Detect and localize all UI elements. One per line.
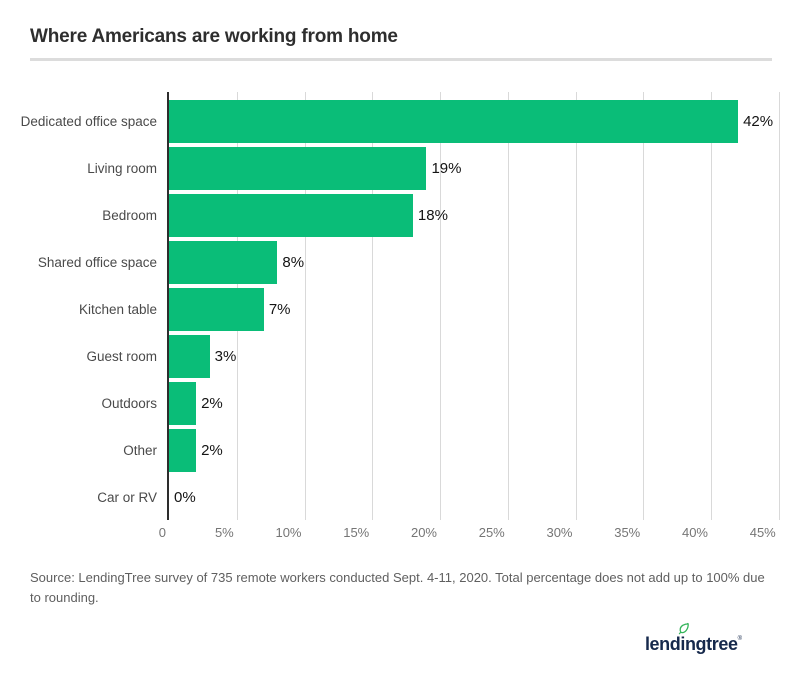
tick-label-35%: 35%: [614, 525, 641, 540]
bar: [169, 194, 413, 237]
bar: [169, 288, 264, 331]
x-axis-ticks: 0 5% 10% 15% 20% 25% 30% 35% 40% 45%: [159, 520, 791, 544]
title-divider: [30, 58, 772, 61]
gridline-10: [304, 92, 306, 520]
value-label: 3%: [214, 348, 237, 365]
gridline-40: [711, 92, 712, 520]
value-label: 42%: [743, 113, 774, 130]
bar: [169, 147, 427, 190]
value-label: 0%: [174, 489, 196, 506]
category-label: Dedicated office space: [20, 114, 157, 129]
tick-label-40%: 40%: [681, 525, 708, 540]
bar: [169, 335, 210, 378]
gridline-30: [575, 92, 577, 520]
bar-row: Other 2%: [123, 427, 789, 474]
logo-text: lend ingtree: [645, 622, 738, 655]
bar: [169, 429, 197, 472]
chart-title: Where Americans are working from home: [30, 26, 398, 47]
tick-label-5%: 5%: [214, 525, 234, 540]
value-label: 8%: [282, 254, 305, 271]
tick-label-15%: 15%: [343, 525, 370, 540]
category-label: Kitchen table: [78, 302, 157, 317]
tick-label-10%: 10%: [275, 525, 302, 540]
bar-row: Outdoors 2%: [101, 380, 789, 427]
category-label: Bedroom: [102, 208, 157, 223]
tick-label-45%: 45%: [749, 525, 776, 540]
bar-chart: Dedicated office space 42% Living room 1…: [21, 92, 780, 544]
category-label: Car or RV: [97, 490, 157, 505]
value-label: 2%: [201, 395, 223, 412]
gridline-25: [507, 92, 509, 520]
bar-row: Bedroom 18%: [102, 192, 789, 239]
bar: [169, 100, 739, 143]
bar-row: Kitchen table 7%: [79, 286, 789, 333]
registered-trademark: ®: [737, 636, 742, 642]
bar-row: Living room 19%: [87, 145, 789, 192]
bar-row: Dedicated office space 42%: [21, 98, 789, 145]
bar: [169, 382, 197, 425]
logo-letter-i: i: [679, 622, 690, 654]
bar: [169, 241, 278, 284]
source-note: Source: LendingTree survey of 735 remote…: [30, 570, 765, 605]
plot-area: Dedicated office space 42% Living room 1…: [21, 92, 789, 521]
category-label: Shared office space: [37, 255, 157, 270]
tick-label-20%: 20%: [410, 525, 437, 540]
category-label: Outdoors: [101, 396, 157, 411]
category-label: Guest room: [86, 349, 157, 364]
bar-row: Car or RV 0%: [97, 474, 789, 521]
footer: lend ingtree ®: [30, 622, 770, 655]
tick-label-25%: 25%: [478, 525, 505, 540]
gridline-15: [372, 92, 374, 520]
tick-label-0: 0: [158, 525, 166, 540]
value-label: 2%: [201, 442, 223, 459]
bar-rows: Dedicated office space 42% Living room 1…: [21, 92, 789, 521]
gridline-35: [643, 92, 645, 520]
bar-row: Shared office space 8%: [38, 239, 789, 286]
category-label: Living room: [87, 161, 157, 176]
bar-row: Guest room 3%: [86, 333, 789, 380]
leaf-icon: [679, 622, 690, 635]
category-label: Other: [123, 443, 157, 458]
lendingtree-logo: lend ingtree ®: [645, 622, 742, 655]
value-label: 7%: [268, 301, 291, 318]
tick-label-30%: 30%: [546, 525, 573, 540]
value-label: 18%: [417, 207, 448, 224]
gridline-45: [778, 92, 780, 520]
value-label: 19%: [431, 160, 462, 177]
gridline-20: [440, 92, 441, 520]
